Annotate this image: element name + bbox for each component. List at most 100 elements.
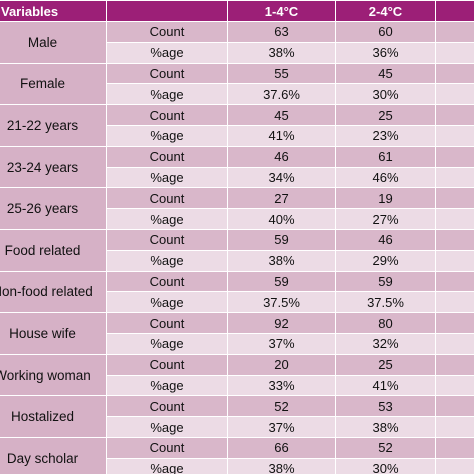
count-cell xyxy=(435,353,474,376)
count-cell: 25 xyxy=(335,104,436,126)
count-cell: 92 xyxy=(227,312,336,334)
table-row: Food related Count 59 46 xyxy=(0,228,474,272)
table-row: %age 38% 30% xyxy=(0,457,474,474)
count-cell: 20 xyxy=(227,353,336,376)
count-cell: 45 xyxy=(227,104,336,126)
table-row: %age 38% 36% xyxy=(0,41,474,64)
count-cell: 59 xyxy=(227,228,336,251)
row-type-count: Count xyxy=(106,228,228,251)
percentage-cell xyxy=(435,332,474,355)
percentage-cell xyxy=(435,249,474,272)
count-cell xyxy=(435,104,474,126)
percentage-cell: 37.5% xyxy=(227,291,336,314)
percentage-cell: 38% xyxy=(227,41,336,64)
percentage-cell: 29% xyxy=(335,249,436,272)
count-cell: 46 xyxy=(227,145,336,168)
count-cell xyxy=(435,187,474,210)
header-blank xyxy=(106,0,228,22)
percentage-cell: 33% xyxy=(227,374,336,397)
count-cell: 80 xyxy=(335,312,436,334)
count-cell: 59 xyxy=(227,270,336,293)
percentage-cell: 41% xyxy=(227,124,336,147)
header-col-3 xyxy=(435,0,474,22)
group-label: House wife xyxy=(0,312,107,355)
count-cell xyxy=(435,312,474,334)
percentage-cell: 40% xyxy=(227,208,336,230)
row-type-count: Count xyxy=(106,353,228,376)
count-cell xyxy=(435,21,474,43)
row-type-percentage: %age xyxy=(106,374,228,397)
count-cell: 66 xyxy=(227,436,336,459)
count-cell: 52 xyxy=(227,395,336,418)
percentage-cell xyxy=(435,374,474,397)
table-row: Non-food related Count 59 59 xyxy=(0,270,474,314)
row-type-percentage: %age xyxy=(106,41,228,64)
group-label: Non-food related xyxy=(0,270,107,314)
percentage-cell: 37.6% xyxy=(227,83,336,106)
count-cell: 63 xyxy=(227,21,336,43)
row-type-count: Count xyxy=(106,436,228,459)
group-label: Working woman xyxy=(0,353,107,397)
table-body: Male Count 63 60 %age 38% 36% Female Count 55 45 %a… xyxy=(0,21,474,474)
percentage-cell xyxy=(435,291,474,314)
row-type-percentage: %age xyxy=(106,83,228,106)
row-type-count: Count xyxy=(106,145,228,168)
table-row: 23-24 years Count 46 61 xyxy=(0,145,474,189)
group-label: Male xyxy=(0,21,107,64)
count-cell: 27 xyxy=(227,187,336,210)
count-cell: 53 xyxy=(335,395,436,418)
percentage-cell: 38% xyxy=(227,457,336,474)
percentage-cell xyxy=(435,124,474,147)
table-row: %age 40% 27% xyxy=(0,208,474,230)
count-cell xyxy=(435,228,474,251)
count-cell xyxy=(435,270,474,293)
percentage-cell: 37.5% xyxy=(335,291,436,314)
count-cell: 59 xyxy=(335,270,436,293)
row-type-percentage: %age xyxy=(106,249,228,272)
table-row: %age 34% 46% xyxy=(0,166,474,189)
table-row: Working woman Count 20 25 xyxy=(0,353,474,397)
row-type-count: Count xyxy=(106,270,228,293)
table-row: %age 41% 23% xyxy=(0,124,474,147)
row-type-count: Count xyxy=(106,104,228,126)
table-row: Female Count 55 45 xyxy=(0,62,474,106)
row-type-count: Count xyxy=(106,62,228,85)
percentage-cell: 37% xyxy=(227,332,336,355)
percentage-cell: 34% xyxy=(227,166,336,189)
table-row: 25-26 years Count 27 19 xyxy=(0,187,474,230)
group-label: 21-22 years xyxy=(0,104,107,147)
count-cell: 45 xyxy=(335,62,436,85)
table-row: House wife Count 92 80 xyxy=(0,312,474,355)
row-type-count: Count xyxy=(106,312,228,334)
row-type-percentage: %age xyxy=(106,416,228,438)
percentage-cell: 46% xyxy=(335,166,436,189)
percentage-cell: 38% xyxy=(335,416,436,438)
percentage-cell xyxy=(435,166,474,189)
header-variables: Variables xyxy=(0,0,107,22)
group-label: Female xyxy=(0,62,107,106)
header-row: Variables 1-4°C 2-4°C xyxy=(0,0,474,22)
percentage-cell: 32% xyxy=(335,332,436,355)
count-cell: 19 xyxy=(335,187,436,210)
table-row: Male Count 63 60 xyxy=(0,21,474,64)
group-label: 23-24 years xyxy=(0,145,107,189)
count-cell: 60 xyxy=(335,21,436,43)
percentage-cell xyxy=(435,83,474,106)
row-type-count: Count xyxy=(106,21,228,43)
table-row: %age 33% 41% xyxy=(0,374,474,397)
count-cell: 25 xyxy=(335,353,436,376)
percentage-cell: 41% xyxy=(335,374,436,397)
count-cell xyxy=(435,62,474,85)
row-type-count: Count xyxy=(106,187,228,210)
percentage-cell xyxy=(435,457,474,474)
count-cell xyxy=(435,145,474,168)
count-cell: 52 xyxy=(335,436,436,459)
percentage-cell xyxy=(435,208,474,230)
percentage-cell: 37% xyxy=(227,416,336,438)
row-type-percentage: %age xyxy=(106,166,228,189)
percentage-cell: 36% xyxy=(335,41,436,64)
header-col-1-4c: 1-4°C xyxy=(227,0,336,22)
percentage-cell: 30% xyxy=(335,457,436,474)
row-type-percentage: %age xyxy=(106,457,228,474)
